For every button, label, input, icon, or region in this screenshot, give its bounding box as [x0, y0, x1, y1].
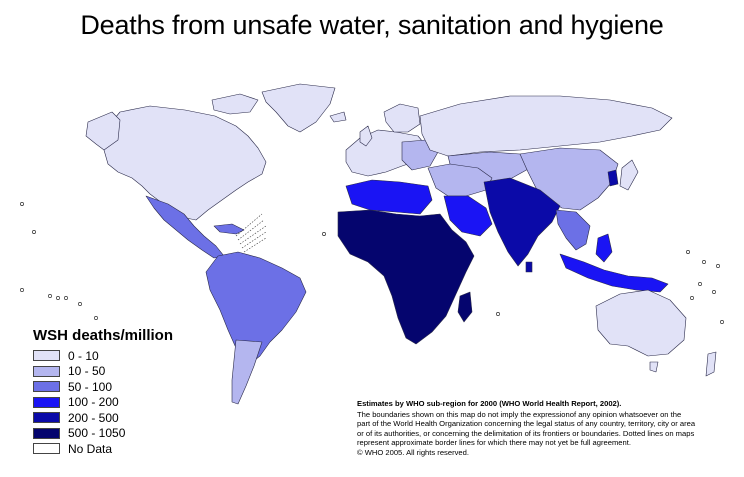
- south-america-south: [231, 339, 263, 405]
- greenland: [261, 83, 336, 133]
- australia: [595, 289, 687, 357]
- arabia: [443, 195, 493, 237]
- note-line: represent approximate border lines for w…: [357, 438, 631, 447]
- legend-swatch: [33, 412, 60, 424]
- legend-label: 500 - 1050: [68, 426, 126, 441]
- legend-item: 100 - 200: [33, 395, 173, 411]
- iceland: [329, 111, 347, 123]
- legend-label: 100 - 200: [68, 395, 119, 410]
- new-zealand: [705, 351, 717, 377]
- note-line: part of the World Health Organization co…: [357, 419, 696, 428]
- legend-swatch: [33, 381, 60, 393]
- southeast-asia: [555, 209, 591, 251]
- japan: [619, 159, 639, 191]
- tasmania: [649, 361, 659, 373]
- korea: [607, 169, 619, 187]
- madagascar: [457, 291, 473, 323]
- legend-swatch: [33, 350, 60, 362]
- sri-lanka: [525, 261, 533, 273]
- philippines: [595, 233, 613, 263]
- legend-label: 10 - 50: [68, 364, 106, 379]
- legend-item: 500 - 1050: [33, 426, 173, 442]
- legend-item: No Data: [33, 441, 173, 457]
- legend-item: 200 - 500: [33, 410, 173, 426]
- note-line: © WHO 2005. All rights reserved.: [357, 447, 469, 457]
- north-america: [103, 105, 267, 221]
- legend-title: WSH deaths/million: [33, 327, 174, 344]
- legend-swatch: [33, 427, 60, 439]
- arctic-islands: [211, 93, 259, 115]
- map-title: Deaths from unsafe water, sanitation and…: [80, 10, 664, 40]
- russia: [419, 95, 673, 157]
- small-islands: [20, 202, 724, 324]
- legend-label: 200 - 500: [68, 410, 119, 425]
- legend-item: 10 - 50: [33, 364, 173, 380]
- caribbean: [213, 223, 245, 235]
- indonesia: [559, 253, 669, 293]
- uk: [359, 125, 373, 147]
- legend-swatch: [33, 396, 60, 408]
- note-line: Estimates by WHO sub-region for 2000 (WH…: [357, 399, 622, 408]
- legend-swatch: [33, 365, 60, 377]
- legend-swatch: [33, 443, 60, 455]
- sub-saharan-africa: [337, 209, 475, 345]
- caribbean-dotted-lines: [235, 213, 267, 253]
- south-america: [205, 251, 307, 365]
- legend-label: 50 - 100: [68, 379, 113, 394]
- south-asia: [483, 177, 561, 267]
- legend-item: 50 - 100: [33, 379, 173, 395]
- north-africa: [345, 179, 433, 215]
- legend: WSH deaths/million 0 - 10 10 - 50 50 - 1…: [33, 327, 173, 457]
- legend-label: No Data: [68, 441, 113, 456]
- note-line: The boundaries shown on this map do not …: [357, 409, 682, 419]
- scandinavia: [383, 103, 421, 133]
- legend-label: 0 - 10: [68, 348, 99, 363]
- legend-item: 0 - 10: [33, 348, 173, 364]
- alaska: [85, 111, 121, 151]
- note-line: or of its authorities, or concerning the…: [357, 428, 695, 438]
- source-note: Estimates by WHO sub-region for 2000 (WH…: [357, 399, 742, 457]
